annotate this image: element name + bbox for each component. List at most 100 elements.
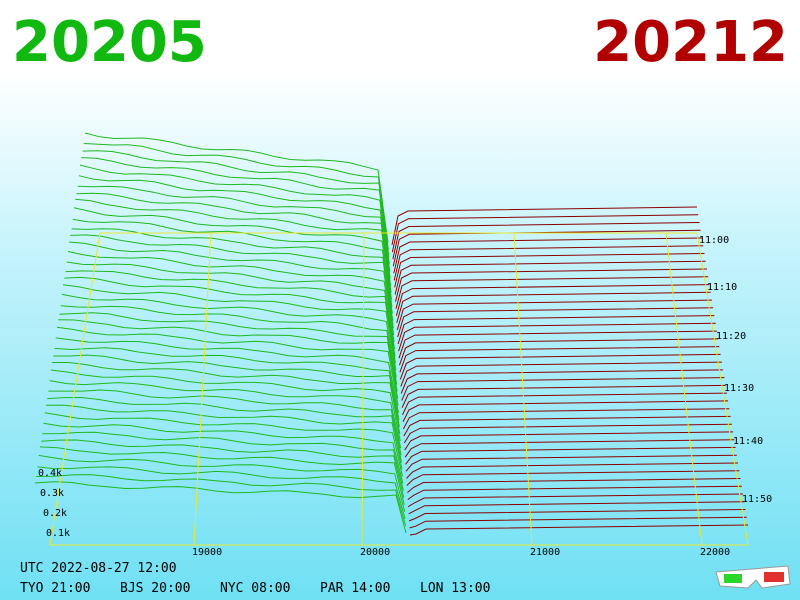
bid-profile [77, 185, 392, 286]
time-tick: 11:30 [724, 383, 754, 394]
floor [49, 232, 749, 546]
time-tick: 11:40 [733, 436, 763, 447]
bid-profile [43, 422, 404, 484]
bid-profile [81, 157, 390, 265]
ask-profile [403, 415, 731, 437]
bid-profile [50, 369, 401, 442]
ask-profile [397, 307, 714, 338]
price-tick: 20000 [360, 547, 390, 558]
bid-profile [44, 412, 403, 477]
clock: PAR 14:00 [320, 581, 390, 596]
bid-profile [37, 466, 406, 520]
time-tick: 11:20 [716, 331, 746, 342]
clock: LON 13:00 [420, 581, 490, 596]
bid-profile [34, 481, 407, 534]
ask-profile [396, 291, 711, 323]
ask-profile [395, 268, 708, 302]
bid-profile [72, 218, 393, 314]
ask-profile [395, 276, 709, 309]
ask-profile [401, 377, 725, 401]
ask-profile [400, 361, 722, 387]
ask-profile [406, 462, 739, 479]
bid-profile [47, 396, 403, 463]
ask-profile [407, 485, 742, 501]
bid-profile [75, 198, 392, 300]
ask-profile [392, 229, 701, 267]
bid-profile [59, 312, 398, 392]
bid-profile [79, 164, 391, 272]
3d-glasses-icon[interactable] [715, 565, 791, 589]
ask-profile [402, 400, 729, 423]
clock: BJS 20:00 [120, 581, 190, 596]
floor-line [193, 232, 212, 546]
ask-profile [398, 330, 717, 359]
ask-profile [408, 509, 746, 522]
floor-line [513, 232, 533, 546]
ask-profile [396, 299, 712, 331]
bid-profile [66, 261, 396, 350]
bid-profile [62, 284, 397, 371]
ask-profile [404, 439, 735, 458]
ask-profile [407, 478, 741, 493]
ask-profile [405, 454, 737, 472]
ask-profile [399, 338, 719, 366]
bid-profile [84, 132, 389, 244]
price-axis: 19000 20000 21000 22000 [192, 547, 730, 558]
bid-profile [73, 207, 393, 307]
depth-surface [34, 132, 749, 536]
bid-profile [65, 270, 396, 357]
bid-profile [49, 380, 402, 449]
bid-profile [42, 431, 404, 491]
bid-profile [78, 175, 391, 279]
time-tick: 11:10 [707, 282, 737, 293]
ask-profile [406, 470, 740, 486]
time-axis: 11:00 11:10 11:20 11:30 11:40 11:50 [699, 235, 772, 505]
ask-profile [408, 501, 745, 515]
bid-profile [70, 234, 394, 328]
floor-line [361, 232, 365, 546]
bid-profile [60, 305, 398, 385]
bid-profile [48, 389, 402, 456]
ask-profile [398, 322, 716, 352]
ask-profile [393, 237, 703, 274]
ask-profile [405, 446, 736, 465]
floor-line [665, 232, 703, 546]
ask-profile [409, 524, 749, 536]
bid-profile [61, 293, 397, 378]
bid-profile [55, 337, 399, 413]
ask-profile [407, 493, 744, 508]
ask-profile [400, 369, 724, 394]
ask-price: 20212 [593, 10, 788, 75]
ask-profile [399, 353, 721, 380]
bid-profile [58, 319, 399, 399]
bid-profile [64, 276, 396, 364]
ask-profile [394, 253, 705, 288]
bid-profile [82, 150, 390, 258]
bid-profile [52, 362, 401, 435]
clock: TYO 21:00 [20, 581, 90, 596]
ask-profile [393, 245, 704, 281]
depth-tick: 0.1k [46, 528, 70, 539]
bid-profile [53, 354, 400, 427]
price-tick: 22000 [700, 547, 730, 558]
ask-profile [391, 214, 699, 253]
bid-profile [39, 446, 405, 505]
ask-profile [394, 260, 706, 295]
depth-tick: 0.4k [38, 468, 62, 479]
ask-profile [402, 408, 730, 430]
bid-profile [67, 251, 395, 343]
bid-profile [45, 404, 403, 470]
ask-profile [391, 206, 698, 246]
bid-profile [36, 474, 407, 527]
bid-profile [71, 228, 394, 321]
depth-tick: 0.3k [40, 488, 64, 499]
bid-profile [69, 241, 395, 336]
ask-profile [392, 222, 700, 260]
price-tick: 21000 [530, 547, 560, 558]
ask-profile [395, 284, 710, 316]
ask-profile [397, 315, 715, 345]
clock: NYC 08:00 [220, 581, 290, 596]
depth-tick: 0.2k [43, 508, 67, 519]
